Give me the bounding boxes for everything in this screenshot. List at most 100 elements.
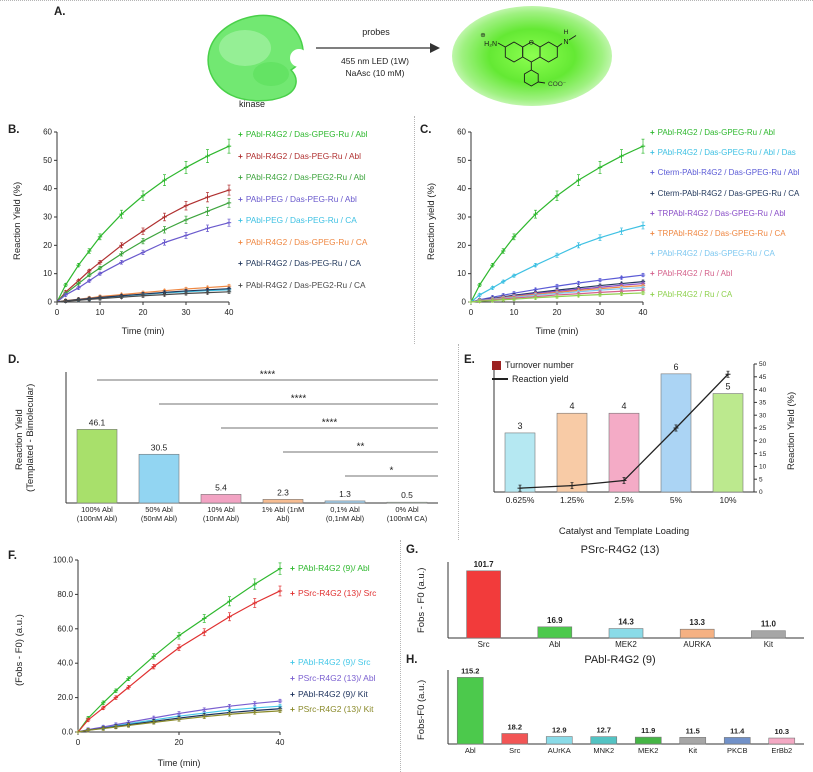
- legend-marker-icon: +: [650, 168, 655, 178]
- svg-text:5%: 5%: [670, 495, 683, 505]
- svg-text:Kit: Kit: [688, 746, 698, 755]
- panel-d-ylabel-line1: Reaction Yield: [14, 409, 25, 470]
- legend-item: + Cterm-PAbl-R4G2 / Das-GPEG-Ru / Abl: [650, 168, 813, 177]
- legend-label: PAbl-R4G2 / Das-PEG2-Ru / Abl: [245, 172, 366, 183]
- legend-item: + PSrc-R4G2 (13)/ Kit: [290, 705, 375, 715]
- legend-line-icon: [492, 378, 508, 380]
- legend-label: PAbl-R4G2 / Ru / Abl: [657, 269, 733, 279]
- svg-text:0: 0: [462, 298, 467, 307]
- svg-text:5.4: 5.4: [215, 482, 227, 492]
- legend-item: Turnover number: [492, 360, 574, 370]
- svg-text:20: 20: [175, 738, 184, 747]
- svg-text:46.1: 46.1: [89, 417, 106, 427]
- svg-text:**: **: [357, 442, 365, 453]
- legend-item: + PAbl-R4G2 / Das-PEG-Ru / Abl: [238, 151, 414, 162]
- panel-h-title: PAbl-R4G2 (9): [584, 654, 656, 666]
- svg-text:10: 10: [457, 269, 466, 278]
- panel-d-chart: 46.1 100% Abl(100nM Abl) 30.5 50% Abl(50nM …: [65, 370, 438, 523]
- legend-marker-icon: +: [290, 563, 295, 573]
- legend-item: + PSrc-R4G2 (13)/ Abl: [290, 673, 375, 684]
- legend-marker-icon: +: [290, 587, 295, 598]
- carboxylate-label: COO⁻: [548, 81, 566, 88]
- legend-label: PAbl-PEG / Das-PEG-Ru / Abl: [245, 193, 357, 204]
- panel-e-label: E.: [464, 354, 475, 366]
- legend-marker-icon: +: [290, 704, 295, 715]
- svg-text:20: 20: [43, 241, 52, 250]
- svg-text:60.0: 60.0: [57, 624, 73, 633]
- svg-text:6: 6: [673, 362, 678, 372]
- product-structure: H₂N ⊕ O N H COO⁻: [480, 29, 577, 88]
- svg-text:0: 0: [469, 308, 474, 317]
- svg-text:Abl: Abl: [465, 746, 476, 755]
- legend-label: PAbl-R4G2 / Das-PEG2-Ru / CA: [245, 279, 366, 290]
- svg-text:40: 40: [639, 308, 648, 317]
- svg-text:0,1% Abl: 0,1% Abl: [330, 505, 360, 514]
- arrow-label-probes: probes: [362, 27, 390, 37]
- svg-text:10: 10: [510, 308, 519, 317]
- panel-d-label: D.: [8, 354, 20, 366]
- panel-e-right-ylabel: Reaction Yield (%): [786, 391, 797, 470]
- legend-marker-icon: +: [238, 215, 243, 226]
- svg-text:11.4: 11.4: [730, 726, 745, 735]
- legend-item: + PAbl-R4G2 / Das-PEG2-Ru / CA: [238, 279, 414, 291]
- legend-marker-icon: +: [650, 148, 655, 158]
- legend-label: PAbl-R4G2 / Das-GPEG-Ru / Abl: [657, 128, 775, 137]
- reaction-arrow-icon: [316, 43, 440, 53]
- svg-text:25: 25: [759, 425, 767, 432]
- svg-text:40: 40: [759, 387, 767, 394]
- svg-text:30: 30: [43, 213, 52, 222]
- svg-text:(50nM Abl): (50nM Abl): [141, 514, 178, 523]
- svg-text:1.3: 1.3: [339, 489, 351, 499]
- svg-text:Catalyst and Template Loading: Catalyst and Template Loading: [559, 526, 689, 537]
- svg-text:40: 40: [457, 184, 466, 193]
- legend-label: PAbl-R4G2 (9)/ Abl: [297, 563, 370, 573]
- panel-c-chart: 0 10 20 30 40 0 10 20 30 40 50 60 Time (min): [457, 128, 648, 337]
- legend-label: PAbl-R4G2 / Das-GPEG-Ru / Abl / Das: [657, 148, 796, 158]
- divider: [414, 116, 415, 344]
- legend-marker-icon: +: [650, 188, 655, 198]
- svg-text:10: 10: [759, 464, 767, 471]
- legend-item: + Cterm-PAbl-R4G2 / Das-GPEG-Ru / CA: [650, 189, 813, 198]
- svg-text:AUrKA: AUrKA: [548, 746, 571, 755]
- svg-text:11.9: 11.9: [641, 726, 655, 735]
- svg-text:2.5%: 2.5%: [614, 495, 634, 505]
- svg-text:40: 40: [43, 184, 52, 193]
- legend-item: + PAbl-R4G2 / Das-GPEG-Ru / Abl: [238, 129, 414, 140]
- svg-text:100% Abl: 100% Abl: [81, 505, 113, 514]
- svg-text:Src: Src: [509, 746, 521, 755]
- panel-c-ylabel: Reaction yield (%): [426, 182, 437, 260]
- legend-label: TRPAbl-R4G2 / Das-GPEG-Ru / Abl: [657, 208, 786, 218]
- nitrogen-label: N: [563, 39, 568, 46]
- legend-label: TRPAbl-R4G2 / Das-GPEG-Ru / CA: [657, 228, 786, 238]
- panel-h-chart: 115.2 Abl 18.2 Src 12.9 AUrKA 12.7 MNK2 11.9 MEK2…: [447, 666, 804, 755]
- legend-label: PAbl-R4G2 / Das-GPEG-Ru / CA: [657, 249, 775, 259]
- legend-label: PAbl-R4G2 / Das-PEG-Ru / CA: [245, 258, 361, 269]
- svg-text:MNK2: MNK2: [593, 746, 614, 755]
- svg-text:4: 4: [569, 401, 574, 411]
- legend-marker-icon: +: [238, 279, 243, 290]
- legend-item: + PAbl-R4G2 / Das-GPEG-Ru / Abl: [650, 128, 813, 137]
- legend-item: + PAbl-PEG / Das-PEG-Ru / CA: [238, 216, 414, 226]
- svg-text:(0,1nM Abl): (0,1nM Abl): [326, 514, 365, 523]
- panel-f-legend-top: + PAbl-R4G2 (9)/ Abl + PSrc-R4G2 (13)/ Src: [290, 563, 376, 614]
- panel-g-title: PSrc-R4G2 (13): [580, 544, 660, 556]
- svg-text:13.3: 13.3: [689, 618, 705, 627]
- svg-text:Abl): Abl): [276, 514, 290, 523]
- panel-g-chart: 101.7 Src 16.9 Abl 14.3 MEK2 13.3 AURKA 11.0 Kit: [447, 560, 804, 649]
- svg-text:40: 40: [225, 308, 234, 317]
- legend-label: PAbl-PEG / Das-PEG-Ru / CA: [245, 215, 357, 226]
- svg-text:20: 20: [139, 308, 148, 317]
- svg-text:115.2: 115.2: [461, 666, 479, 675]
- svg-text:30: 30: [596, 308, 605, 317]
- svg-text:20: 20: [759, 438, 767, 445]
- svg-text:20: 20: [457, 241, 466, 250]
- kinase-label: kinase: [238, 99, 265, 109]
- svg-text:45: 45: [759, 374, 767, 381]
- legend-item: + PAbl-R4G2 / Ru / CA: [650, 290, 813, 299]
- legend-label: PAbl-R4G2 (9)/ Src: [297, 657, 371, 667]
- svg-text:10.3: 10.3: [774, 727, 789, 736]
- legend-item: + PAbl-R4G2 / Das-PEG2-Ru / Abl: [238, 173, 414, 183]
- panel-c-legend: + PAbl-R4G2 / Das-GPEG-Ru / Abl + PAbl-R4G2…: [650, 128, 813, 310]
- svg-text:30: 30: [759, 412, 767, 419]
- svg-text:0.625%: 0.625%: [506, 495, 535, 505]
